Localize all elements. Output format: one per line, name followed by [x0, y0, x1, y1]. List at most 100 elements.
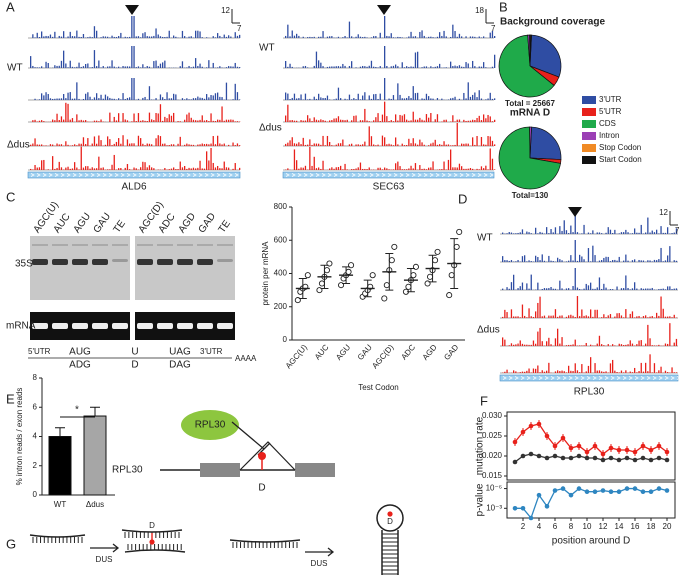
coverage-bar	[45, 145, 47, 146]
coverage-bar	[521, 256, 524, 262]
coverage-bar	[133, 113, 135, 122]
gel-band	[177, 323, 193, 329]
coverage-bar	[521, 229, 524, 234]
coverage-bar	[450, 145, 452, 146]
coverage-bar	[115, 120, 118, 122]
coverage-bar	[109, 37, 111, 38]
seq-text: ADG	[69, 360, 91, 371]
coverage-bar	[214, 167, 217, 170]
coverage-bar	[82, 98, 85, 100]
coverage-bar	[337, 87, 340, 100]
coverage-bar	[539, 231, 541, 234]
coverage-bar	[133, 46, 135, 68]
coverage-bar	[107, 66, 109, 68]
coverage-bar	[669, 286, 671, 290]
coverage-bar	[494, 144, 496, 146]
coverage-bar	[69, 60, 71, 68]
series-point	[520, 505, 526, 511]
ruler-arrow	[435, 173, 440, 177]
coverage-bar	[642, 233, 645, 234]
coverage-bar	[197, 120, 199, 122]
coverage-bar	[212, 62, 214, 68]
coverage-bar	[109, 97, 111, 100]
coverage-bar	[397, 66, 399, 68]
coverage-bar	[109, 66, 111, 68]
ruler-arrow	[96, 173, 101, 177]
coverage-bar	[640, 288, 642, 290]
coverage-bar	[605, 371, 607, 373]
coverage-bar	[142, 64, 144, 68]
coverage-bar	[47, 94, 49, 100]
coverage-bar	[335, 118, 337, 122]
coverage-bar	[228, 119, 230, 122]
coverage-bar	[65, 141, 67, 146]
coverage-bar	[157, 34, 159, 38]
coverage-bar	[144, 96, 146, 100]
coverage-bar	[546, 227, 548, 234]
coverage-bar	[201, 168, 203, 170]
ruler-arrow	[174, 173, 179, 177]
coverage-bar	[406, 66, 408, 68]
ruler-arrow	[417, 173, 422, 177]
coverage-bar	[517, 232, 519, 234]
coverage-bar	[38, 99, 41, 100]
coverage-bar	[337, 116, 340, 122]
coverage-bar	[636, 316, 638, 318]
coverage-bar	[76, 114, 78, 122]
coverage-bar	[221, 106, 223, 122]
coverage-bar	[201, 66, 203, 68]
coverage-bar	[113, 98, 115, 100]
coverage-bar	[41, 120, 43, 122]
coverage-bar	[126, 66, 129, 68]
coverage-bar	[190, 168, 192, 170]
x-tick-label: AGC(D)	[370, 343, 395, 371]
coverage-bar	[364, 66, 366, 68]
coverage-bar	[439, 144, 441, 146]
coverage-bar	[425, 114, 428, 122]
coverage-bar	[340, 66, 342, 68]
coverage-bar	[563, 371, 565, 373]
coverage-bar	[225, 119, 228, 122]
coverage-bar	[206, 94, 208, 100]
x-tick-label: GAU	[356, 343, 374, 362]
coverage-bar	[74, 144, 76, 146]
x-tick-label: AGD	[421, 343, 439, 362]
pie-title: Background coverage	[500, 17, 605, 28]
coverage-bar	[614, 229, 616, 234]
coverage-bar	[129, 66, 131, 68]
coverage-bar	[417, 119, 419, 122]
coverage-bar	[629, 289, 631, 290]
coverage-bar	[219, 143, 221, 146]
ruler-arrow	[381, 173, 386, 177]
coverage-bar	[456, 119, 458, 122]
coverage-bar	[548, 233, 550, 234]
coverage-bar	[326, 95, 329, 100]
coverage-bar	[60, 98, 63, 100]
coverage-bar	[43, 36, 45, 38]
arrow	[305, 547, 335, 557]
coverage-bar	[93, 50, 96, 68]
x-tick-label: 10	[583, 522, 592, 531]
coverage-bar	[293, 120, 296, 122]
coverage-bar	[126, 97, 129, 100]
coverage-bar	[664, 289, 667, 290]
coverage-bar	[483, 168, 485, 170]
coverage-bar	[131, 46, 133, 68]
coverage-bar	[662, 308, 664, 318]
pie-slice	[529, 126, 532, 159]
coverage-bar	[234, 32, 236, 38]
seq-text: D	[131, 360, 138, 371]
coverage-bar	[528, 232, 530, 234]
coverage-bar	[535, 255, 537, 262]
coverage-bar	[353, 98, 355, 100]
coverage-bar	[528, 260, 530, 262]
error-bar	[363, 279, 372, 298]
coverage-bar	[118, 113, 120, 122]
coverage-bar	[601, 260, 603, 262]
coverage-bar	[41, 31, 43, 38]
coverage-bar	[410, 143, 412, 146]
coverage-bar	[219, 168, 221, 170]
coverage-bar	[60, 60, 63, 68]
coverage-bar	[63, 94, 65, 100]
coverage-bar	[390, 98, 392, 100]
